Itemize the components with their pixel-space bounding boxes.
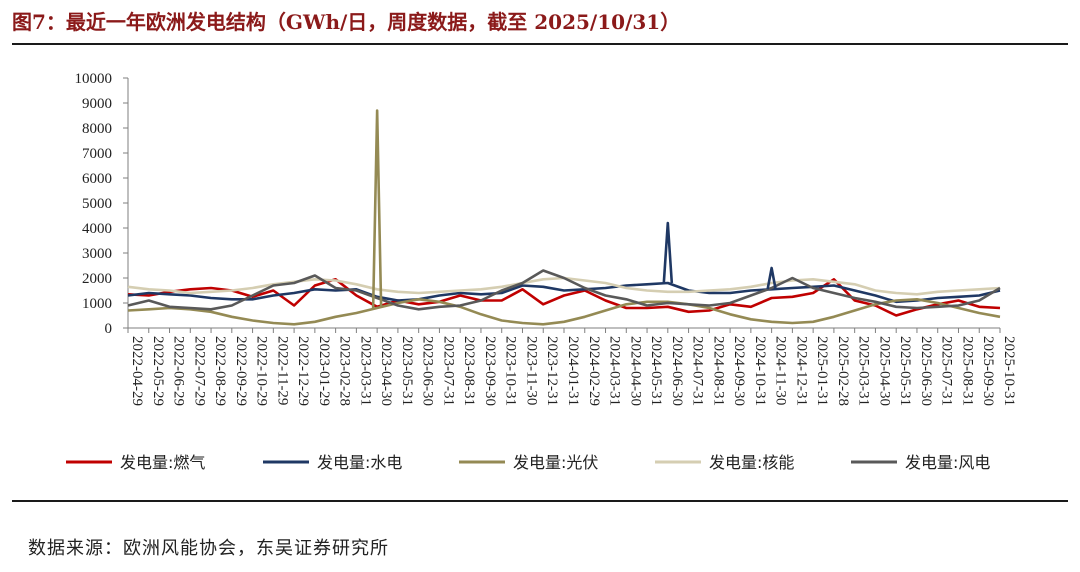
x-tick-label: 2024-03-31 bbox=[607, 336, 623, 406]
x-tick-label: 2025-07-31 bbox=[939, 336, 955, 406]
y-tick-label: 5000 bbox=[82, 196, 112, 212]
x-tick-label: 2023-09-30 bbox=[482, 336, 498, 406]
y-tick-label: 4000 bbox=[82, 221, 112, 237]
top-rule bbox=[12, 43, 1068, 45]
axes: 0 1000 2000 3000 4000 5000 6000 7000 8000 9000 100… bbox=[75, 71, 1018, 406]
series-layer bbox=[127, 109, 1001, 326]
chart: 0 1000 2000 3000 4000 5000 6000 7000 8000 9000 100… bbox=[66, 71, 1018, 472]
spike-1 bbox=[662, 221, 674, 284]
x-tick-label: 2022-08-29 bbox=[212, 336, 228, 406]
x-tick-label: 2024-04-30 bbox=[627, 336, 643, 406]
x-tick-label: 2023-10-31 bbox=[503, 336, 519, 406]
x-tick-label: 2022-09-29 bbox=[233, 336, 249, 406]
x-tick-label: 2023-05-31 bbox=[399, 336, 415, 406]
legend: 发电量:燃气 发电量:水电 发电量:光伏 发电量:核能 发电量:风电 bbox=[66, 453, 990, 472]
x-tick-label: 2025-10-31 bbox=[1001, 336, 1017, 406]
x-tick-label: 2023-02-28 bbox=[337, 336, 353, 406]
x-tick-label: 2022-11-29 bbox=[274, 336, 290, 405]
x-tick-label: 2022-12-29 bbox=[295, 336, 311, 406]
series-line-wind bbox=[127, 269, 1001, 311]
x-tick-label: 2024-08-31 bbox=[710, 336, 726, 406]
x-tick-label: 2023-04-30 bbox=[378, 336, 394, 406]
spike-0 bbox=[371, 109, 383, 309]
x-tick-label: 2025-08-31 bbox=[959, 336, 975, 406]
x-tick-label: 2023-11-30 bbox=[523, 336, 539, 405]
legend-item: 发电量:风电 bbox=[851, 453, 990, 472]
x-tick-label: 2024-11-30 bbox=[773, 336, 789, 405]
legend-item: 发电量:核能 bbox=[655, 453, 794, 472]
legend-label: 发电量:燃气 bbox=[120, 453, 205, 472]
x-tick-label: 2024-12-31 bbox=[793, 336, 809, 406]
y-tick-label: 7000 bbox=[82, 146, 112, 162]
x-tick-label: 2024-05-31 bbox=[648, 336, 664, 406]
x-tick-label: 2023-07-31 bbox=[440, 336, 456, 406]
x-tick-label: 2024-07-31 bbox=[690, 336, 706, 406]
chart-title: 图7：最近一年欧洲发电结构（GWh/日，周度数据，截至 2025/10/31） bbox=[12, 10, 681, 34]
x-tick-label: 2025-02-28 bbox=[835, 336, 851, 406]
x-tick-label: 2022-05-29 bbox=[150, 336, 166, 406]
legend-item: 发电量:光伏 bbox=[459, 453, 598, 472]
x-tick-label: 2022-06-29 bbox=[171, 336, 187, 406]
x-tick-label: 2025-09-30 bbox=[980, 336, 996, 406]
y-tick-label: 6000 bbox=[82, 171, 112, 187]
x-tick-label: 2023-08-31 bbox=[461, 336, 477, 406]
series-line-gas bbox=[127, 278, 1001, 317]
x-tick-label: 2025-05-31 bbox=[897, 336, 913, 406]
legend-item: 发电量:燃气 bbox=[66, 453, 205, 472]
legend-item: 发电量:水电 bbox=[263, 453, 402, 472]
y-tick-label: 2000 bbox=[82, 271, 112, 287]
x-tick-label: 2023-01-29 bbox=[316, 336, 332, 406]
x-tick-label: 2024-09-30 bbox=[731, 336, 747, 406]
x-tick-label: 2023-06-30 bbox=[420, 336, 436, 406]
x-tick-label: 2025-04-30 bbox=[876, 336, 892, 406]
legend-label: 发电量:光伏 bbox=[513, 453, 598, 472]
y-tick-label: 1000 bbox=[82, 296, 112, 312]
source-note: 数据来源：欧洲风能协会，东吴证券研究所 bbox=[28, 538, 389, 559]
bottom-rule bbox=[12, 500, 1068, 502]
y-tick-label: 10000 bbox=[75, 71, 113, 87]
x-tick-label: 2024-02-29 bbox=[586, 336, 602, 406]
x-tick-label: 2022-07-29 bbox=[191, 336, 207, 406]
x-tick-label: 2024-01-31 bbox=[565, 336, 581, 406]
legend-label: 发电量:核能 bbox=[709, 453, 794, 472]
series-line-solar bbox=[127, 298, 1001, 326]
y-tick-label: 9000 bbox=[82, 96, 112, 112]
x-tick-label: 2022-04-29 bbox=[129, 336, 145, 406]
x-tick-label: 2024-10-31 bbox=[752, 336, 768, 406]
x-tick-label: 2024-06-30 bbox=[669, 336, 685, 406]
x-tick-label: 2022-10-29 bbox=[254, 336, 270, 406]
spike-2 bbox=[766, 266, 777, 290]
x-tick-label: 2025-03-31 bbox=[856, 336, 872, 406]
y-tick-label: 3000 bbox=[82, 246, 112, 262]
x-tick-label: 2023-12-31 bbox=[544, 336, 560, 406]
legend-label: 发电量:水电 bbox=[317, 453, 402, 472]
legend-label: 发电量:风电 bbox=[905, 453, 990, 472]
series-line-hydro bbox=[127, 281, 1001, 304]
x-tick-label: 2025-06-30 bbox=[918, 336, 934, 406]
y-tick-label: 0 bbox=[105, 321, 113, 337]
x-tick-label: 2025-01-31 bbox=[814, 336, 830, 406]
y-tick-label: 8000 bbox=[82, 121, 112, 137]
x-tick-label: 2023-03-31 bbox=[357, 336, 373, 406]
